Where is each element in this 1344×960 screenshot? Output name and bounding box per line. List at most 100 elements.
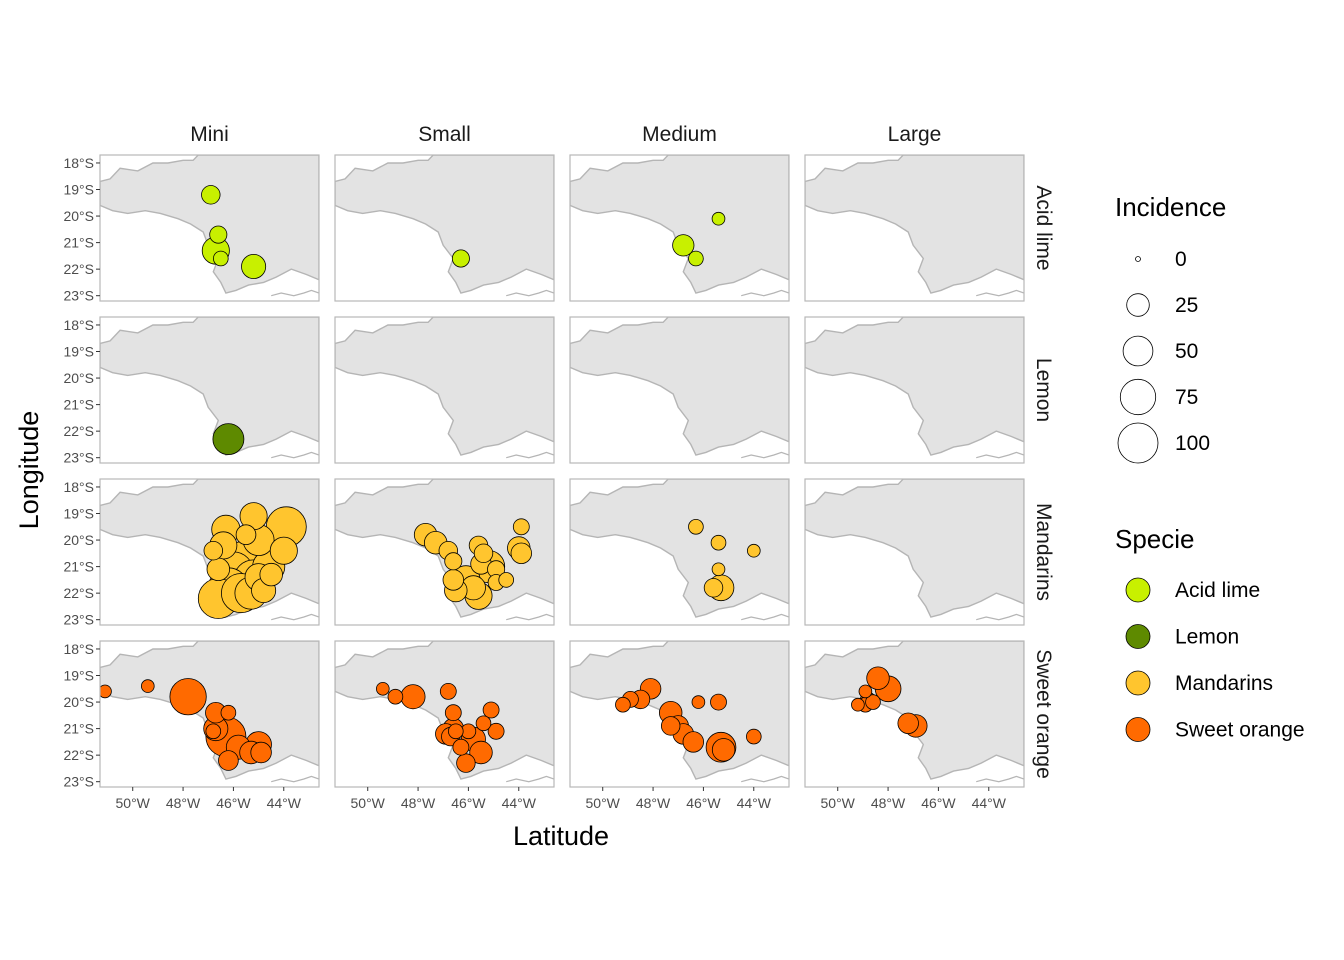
coastline — [271, 451, 319, 459]
data-point — [201, 185, 221, 205]
panel-plot-area — [100, 155, 319, 297]
data-point — [482, 701, 500, 719]
row-label-lemon: Lemon — [1032, 358, 1055, 422]
coastline — [976, 289, 1024, 297]
panel-border — [569, 640, 790, 788]
row-label-mandarins: Mandarins — [1032, 503, 1055, 601]
coastline — [506, 451, 554, 459]
panel-plot-area — [805, 317, 1024, 459]
coastline — [741, 613, 789, 621]
data-point — [259, 562, 283, 587]
data-point — [858, 684, 873, 699]
panel-acid-lime-medium — [569, 154, 790, 302]
panel-border — [99, 478, 320, 626]
panel-border — [334, 316, 555, 464]
panel-acid-lime-small — [334, 154, 555, 302]
data-point — [400, 684, 426, 710]
coastline — [506, 613, 554, 621]
x-tick-label: 50°W — [351, 795, 386, 811]
panel-mandarins-medium — [569, 478, 790, 626]
column-label-large: Large — [888, 123, 942, 146]
column-strip-labels: Mini Small Medium Large — [190, 123, 941, 146]
data-point — [688, 518, 704, 535]
data-point — [897, 712, 919, 735]
panel-border — [804, 316, 1025, 464]
panel-border — [804, 640, 1025, 788]
data-point — [235, 524, 257, 546]
coastline — [271, 289, 319, 297]
data-point — [456, 753, 476, 773]
region-outline — [570, 317, 789, 456]
data-point — [444, 552, 463, 571]
data-point — [747, 543, 761, 558]
data-point — [710, 534, 727, 551]
x-tick-label: 50°W — [821, 795, 856, 811]
incidence-key-circle — [1122, 335, 1154, 367]
y-tick-label: 18°S — [63, 479, 94, 495]
incidence-key-circle — [1119, 378, 1157, 416]
panel-plot-area — [335, 641, 554, 783]
panel-plot-area — [570, 479, 789, 621]
data-point — [241, 254, 267, 280]
panel-border — [569, 154, 790, 302]
panel-border — [804, 154, 1025, 302]
panel-border — [569, 478, 790, 626]
coastline — [271, 775, 319, 783]
region-outline — [805, 317, 1024, 456]
region-outline — [570, 155, 789, 294]
data-point — [475, 715, 492, 732]
incidence-key-circle — [1135, 256, 1141, 262]
incidence-key-label: 75 — [1175, 386, 1198, 409]
data-point — [140, 679, 155, 693]
specie-key-swatch — [1125, 577, 1151, 603]
panel-plot-area — [570, 641, 789, 783]
data-point — [710, 693, 727, 711]
specie-key-label: Lemon — [1175, 626, 1239, 649]
data-point — [218, 750, 239, 771]
data-point — [660, 716, 681, 736]
row-label-acid-lime: Acid lime — [1032, 185, 1055, 270]
x-tick-label: 46°W — [216, 795, 251, 811]
panel-border — [334, 478, 555, 626]
column-label-small: Small — [418, 123, 471, 146]
panel-lemon-large — [804, 316, 1025, 464]
specie-key-swatch — [1125, 717, 1151, 742]
coastline — [506, 775, 554, 783]
x-axis-title: Latitude — [513, 821, 609, 851]
y-tick-label: 19°S — [63, 344, 94, 360]
y-tick-label: 19°S — [63, 182, 94, 198]
data-point — [212, 423, 245, 455]
row-strip-labels: Acid lime Lemon Mandarins Sweet orange — [1032, 185, 1055, 778]
y-tick-label: 23°S — [63, 450, 94, 466]
facet-panels — [99, 154, 1025, 788]
y-tick-label: 23°S — [63, 774, 94, 790]
data-point — [100, 684, 112, 699]
y-axes: 18°S 19°S 20°S 21°S 22°S 23°S 18°S 19°S 20°S 21°S… — [63, 155, 100, 790]
data-point — [691, 695, 706, 709]
data-point — [672, 234, 695, 257]
panel-acid-lime-mini — [99, 154, 320, 302]
specie-key-label: Mandarins — [1175, 672, 1273, 695]
incidence-key-label: 25 — [1175, 294, 1198, 317]
region-outline — [805, 479, 1024, 618]
y-tick-label: 22°S — [63, 747, 94, 763]
y-tick-label: 21°S — [63, 559, 94, 575]
y-tick-label: 23°S — [63, 612, 94, 628]
panel-plot-area — [335, 155, 554, 297]
region-outline — [570, 479, 789, 618]
data-point — [711, 562, 726, 577]
data-point — [711, 211, 726, 226]
coastline — [976, 613, 1024, 621]
x-tick-label: 50°W — [586, 795, 621, 811]
data-point — [209, 225, 228, 244]
data-point — [250, 741, 272, 764]
panel-plot-area — [570, 155, 789, 297]
y-tick-label: 19°S — [63, 668, 94, 684]
data-point — [498, 572, 515, 588]
data-point — [169, 678, 207, 716]
row-label-sweet-orange: Sweet orange — [1032, 649, 1055, 779]
data-point — [203, 540, 224, 561]
data-point — [213, 250, 229, 267]
data-point — [444, 704, 462, 722]
